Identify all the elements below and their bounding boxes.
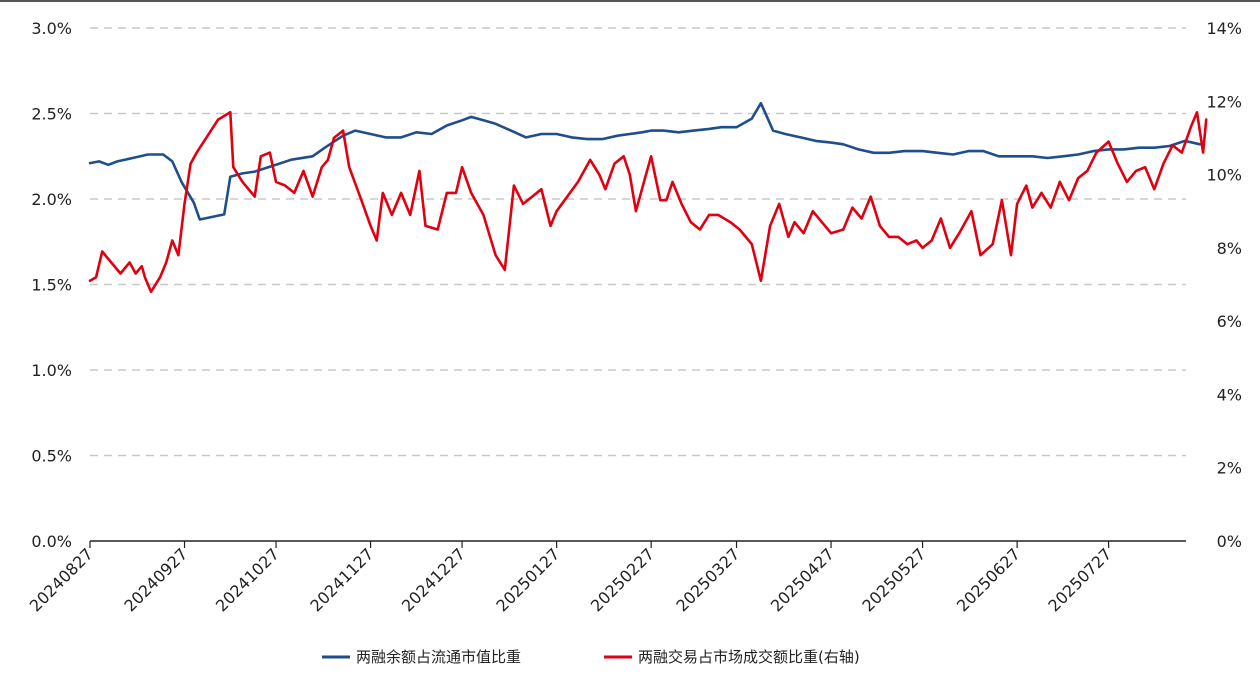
x-tick-label: 20250327	[672, 544, 743, 615]
legend-label-trading: 两融交易占市场成交额比重(右轴)	[638, 648, 860, 666]
x-axis-ticks: 20240827 20240927 20241027 20241127 20241227…	[26, 541, 1115, 615]
right-axis-ticks: 0% 2% 4% 6% 8% 10% 12% 14%	[1206, 19, 1242, 551]
x-tick-label: 20250127	[492, 544, 563, 615]
right-tick-label: 2%	[1217, 459, 1242, 478]
x-tick-label: 20241127	[306, 544, 377, 615]
x-tick-label: 20240927	[120, 544, 191, 615]
right-tick-label: 12%	[1206, 92, 1242, 111]
right-tick-label: 14%	[1206, 19, 1242, 38]
x-tick-label: 20241027	[212, 544, 283, 615]
top-border	[0, 0, 1260, 2]
series-layer	[88, 101, 1208, 294]
x-tick-label: 20250427	[767, 544, 838, 615]
left-tick-label: 0.0%	[31, 532, 72, 551]
left-tick-label: 2.5%	[31, 105, 72, 124]
left-tick-label: 1.0%	[31, 361, 72, 380]
x-tick-label: 20250627	[953, 544, 1024, 615]
left-axis-ticks: 0.0% 0.5% 1.0% 1.5% 2.0% 2.5% 3.0%	[31, 19, 72, 551]
right-tick-label: 10%	[1206, 166, 1242, 185]
right-tick-label: 6%	[1217, 312, 1242, 331]
left-tick-label: 2.0%	[31, 190, 72, 209]
right-tick-label: 0%	[1217, 532, 1242, 551]
right-tick-label: 4%	[1217, 385, 1242, 404]
gridlines	[90, 27, 1186, 457]
left-tick-label: 3.0%	[31, 19, 72, 38]
left-tick-label: 1.5%	[31, 276, 72, 295]
right-tick-label: 8%	[1217, 239, 1242, 258]
x-tick-label: 20250527	[858, 544, 929, 615]
left-tick-label: 0.5%	[31, 447, 72, 466]
x-tick-label: 20241227	[398, 544, 469, 615]
legend: 两融余额占流通市值比重 两融交易占市场成交额比重(右轴)	[322, 648, 860, 666]
x-tick-label: 20250727	[1044, 544, 1115, 615]
series-line-trading-ratio	[88, 111, 1208, 294]
series-line-balance-ratio	[88, 101, 1202, 221]
legend-label-balance: 两融余额占流通市值比重	[356, 648, 521, 666]
x-tick-label: 20240827	[26, 544, 97, 615]
x-tick-label: 20250227	[587, 544, 658, 615]
